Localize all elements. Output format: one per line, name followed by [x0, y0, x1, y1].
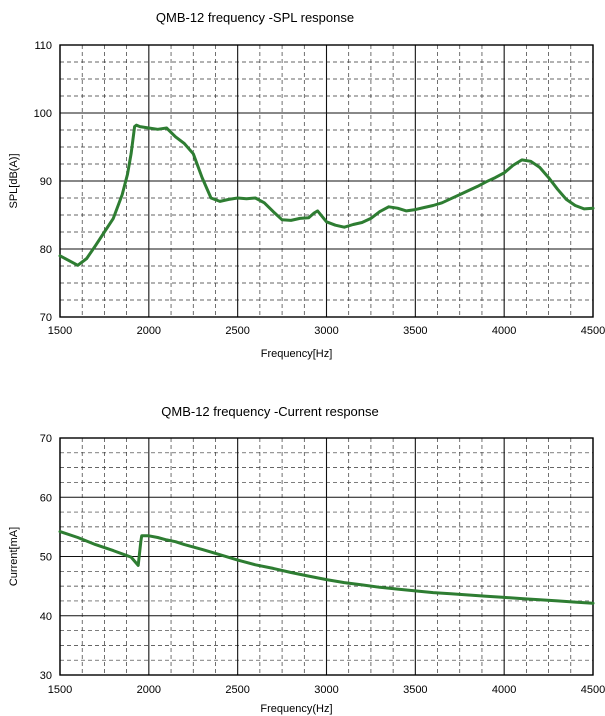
x-tick-label: 4000 [492, 684, 516, 696]
y-axis-label: Current[mA] [8, 527, 20, 586]
y-tick-label: 80 [40, 244, 52, 256]
y-tick-label: 110 [34, 40, 52, 52]
x-tick-label: 2500 [225, 684, 249, 696]
y-tick-label: 90 [40, 176, 52, 188]
y-tick-label: 70 [40, 433, 52, 445]
x-tick-label: 2000 [137, 325, 161, 337]
x-tick-label: 3000 [314, 325, 338, 337]
y-tick-label: 100 [34, 108, 52, 120]
x-tick-label: 2500 [225, 325, 249, 337]
y-tick-label: 50 [40, 552, 52, 564]
x-tick-label: 3500 [403, 325, 427, 337]
x-tick-label: 4500 [581, 684, 605, 696]
chart-title: QMB-12 frequency -Current response [161, 404, 378, 419]
plot-frame [59, 44, 594, 318]
x-tick-label: 4500 [581, 325, 605, 337]
x-tick-label: 4000 [492, 325, 516, 337]
plot-frame [59, 437, 594, 676]
x-axis-label: Frequency[Hz] [261, 348, 333, 360]
series-line [58, 123, 595, 267]
series-line [58, 530, 595, 605]
x-tick-label: 3000 [314, 684, 338, 696]
y-tick-label: 60 [40, 492, 52, 504]
current-chart: QMB-12 frequency -Current response 1500 20… [8, 404, 605, 715]
spl-chart: QMB-12 frequency -SPL response 1500 2000 25… [8, 10, 605, 360]
x-tick-label: 3500 [403, 684, 427, 696]
x-axis-label: Frequency(Hz] [260, 703, 332, 715]
y-axis-label: SPL[dB(A)] [8, 153, 20, 208]
y-tick-label: 70 [40, 312, 52, 324]
chart-title: QMB-12 frequency -SPL response [156, 10, 354, 25]
x-tick-label: 1500 [48, 325, 72, 337]
y-tick-label: 40 [40, 611, 52, 623]
y-tick-label: 30 [40, 670, 52, 682]
x-tick-label: 2000 [137, 684, 161, 696]
x-tick-label: 1500 [48, 684, 72, 696]
